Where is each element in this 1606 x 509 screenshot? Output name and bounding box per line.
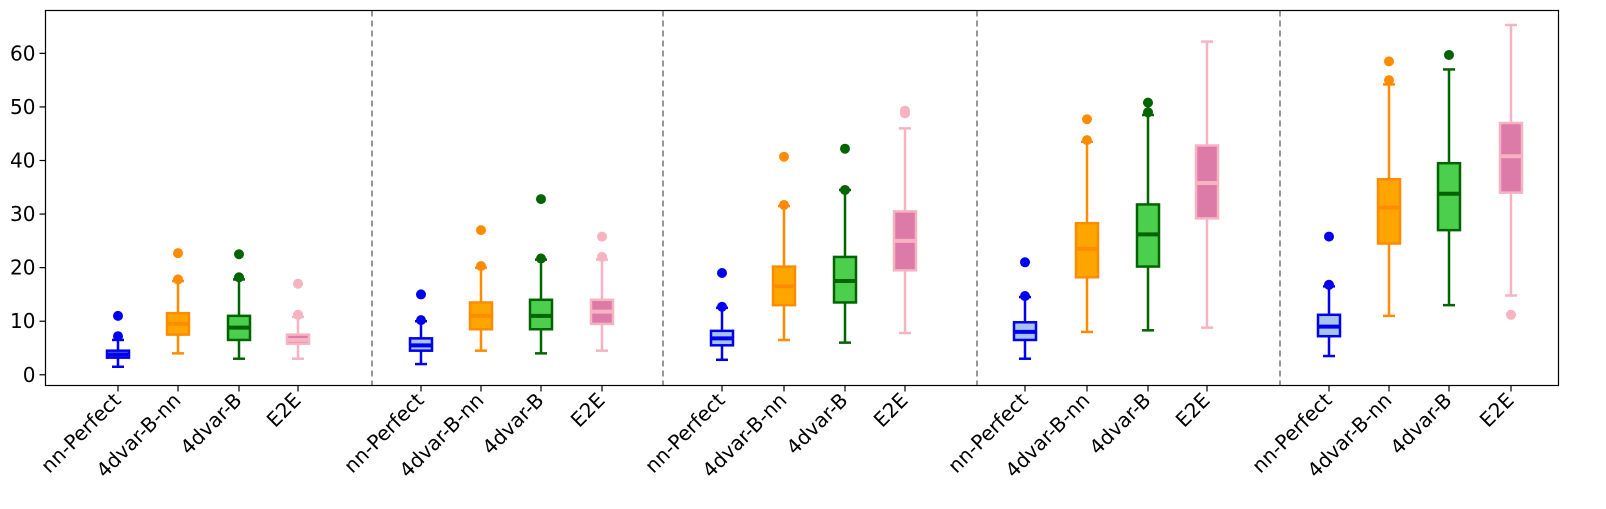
box-nn-perfect bbox=[1012, 257, 1038, 360]
box-4dvar-b-nn bbox=[165, 248, 191, 355]
box-4dvar-b bbox=[226, 249, 252, 360]
box-group-4 bbox=[1012, 40, 1220, 360]
box-e2e bbox=[1194, 40, 1220, 329]
outlier-point bbox=[597, 231, 607, 242]
box-group-2 bbox=[408, 194, 615, 366]
outlier-point bbox=[1444, 49, 1454, 60]
outlier-point bbox=[416, 315, 426, 326]
outlier-point bbox=[113, 310, 123, 321]
outlier-point bbox=[900, 105, 910, 116]
y-tick-label: 20 bbox=[10, 256, 35, 280]
box-4dvar-b-nn bbox=[1376, 56, 1402, 318]
box-4dvar-b bbox=[528, 194, 554, 355]
y-tick-label: 10 bbox=[10, 309, 35, 333]
box-group-3 bbox=[709, 105, 918, 362]
y-tick-label: 40 bbox=[10, 149, 35, 173]
group-separators bbox=[371, 10, 1281, 386]
outlier-point bbox=[1324, 231, 1334, 242]
box-groups bbox=[105, 23, 1524, 368]
outlier-point bbox=[293, 278, 303, 289]
outlier-point bbox=[1020, 291, 1030, 302]
outlier-point bbox=[293, 309, 303, 320]
box-nn-perfect bbox=[408, 289, 434, 366]
outlier-point bbox=[597, 251, 607, 262]
y-tick-label: 50 bbox=[10, 95, 35, 119]
box-4dvar-b bbox=[832, 143, 858, 344]
outlier-point bbox=[1384, 56, 1394, 67]
outlier-point bbox=[1020, 257, 1030, 268]
outlier-point bbox=[779, 199, 789, 210]
outlier-point bbox=[1324, 279, 1334, 290]
box-nn-perfect bbox=[1316, 231, 1342, 358]
outlier-point bbox=[234, 272, 244, 283]
outlier-point bbox=[1143, 97, 1153, 108]
box-group-5 bbox=[1316, 23, 1524, 358]
box-4dvar-b-nn bbox=[468, 225, 494, 352]
box-e2e bbox=[892, 105, 918, 335]
box-4dvar-b-nn bbox=[771, 151, 797, 342]
y-tick-label: 30 bbox=[10, 202, 35, 226]
outlier-point bbox=[173, 248, 183, 259]
box-4dvar-b bbox=[1436, 49, 1462, 307]
outlier-point bbox=[717, 268, 727, 278]
outlier-point bbox=[840, 143, 850, 154]
outlier-point bbox=[536, 253, 546, 264]
outlier-point bbox=[536, 194, 546, 205]
box-nn-perfect bbox=[105, 310, 131, 368]
outlier-point bbox=[476, 225, 486, 236]
box-e2e bbox=[589, 231, 615, 352]
outlier-point bbox=[840, 184, 850, 195]
y-axis: 0 10 20 30 40 50 60 bbox=[10, 41, 46, 387]
box-body bbox=[1436, 161, 1462, 232]
y-tick-label: 60 bbox=[10, 41, 35, 65]
box-4dvar-b bbox=[1135, 97, 1161, 332]
plot-frame bbox=[44, 9, 1560, 387]
outlier-point bbox=[1506, 309, 1516, 320]
y-tick-label: 0 bbox=[23, 363, 36, 387]
box-group-1 bbox=[105, 248, 311, 368]
outlier-point bbox=[1082, 114, 1092, 125]
outlier-point bbox=[717, 301, 727, 312]
outlier-point bbox=[234, 249, 244, 260]
outlier-point bbox=[476, 261, 486, 272]
box-4dvar-b-nn bbox=[1074, 114, 1100, 334]
outlier-point bbox=[416, 289, 426, 300]
outlier-point bbox=[1143, 107, 1153, 118]
outlier-point bbox=[173, 274, 183, 285]
outlier-point bbox=[113, 331, 123, 342]
outlier-point bbox=[1082, 135, 1092, 146]
box-e2e bbox=[1498, 23, 1524, 320]
box-body bbox=[1376, 178, 1402, 245]
box-nn-perfect bbox=[709, 268, 735, 362]
outlier-point bbox=[779, 151, 789, 162]
box-e2e bbox=[285, 278, 311, 360]
outlier-point bbox=[1384, 75, 1394, 86]
